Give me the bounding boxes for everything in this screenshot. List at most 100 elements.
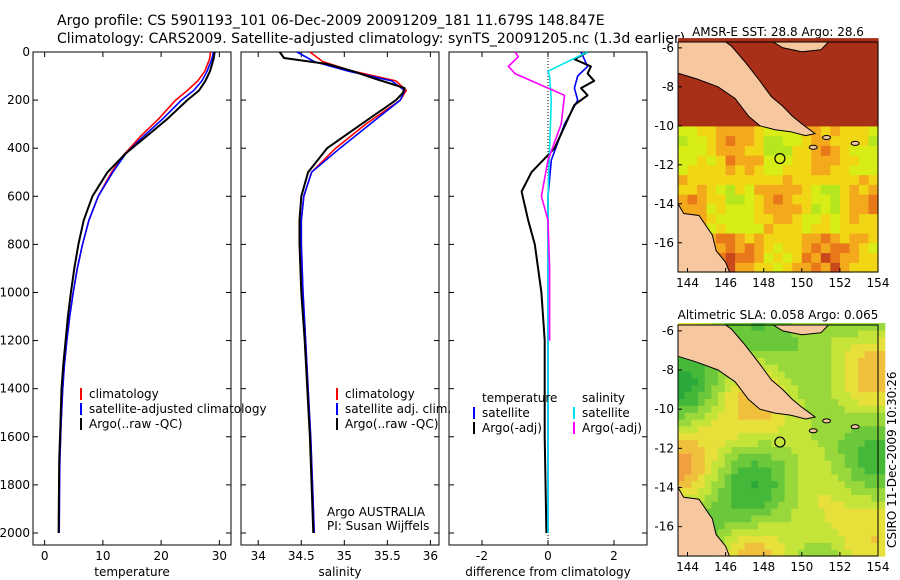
map-cell [824,460,832,468]
map-cell [691,453,699,461]
map-cell [791,439,799,447]
map-cell [839,135,851,146]
map-cell [831,384,839,393]
map-cell [724,398,732,406]
map-cell [724,405,732,413]
map-cell [864,446,872,454]
map-cell [764,494,772,502]
map-cell [758,425,766,434]
map-cell [824,473,832,482]
map-cell [830,116,841,127]
map-cell [687,174,698,185]
map-cell [864,398,872,406]
map-cell [744,405,752,413]
map-cell [864,460,872,468]
map-cell [864,364,872,372]
map-cell [839,155,851,166]
map-cell [691,391,699,400]
legend-label: Argo(-adj) [582,421,642,435]
map-cell [792,223,803,234]
map-cell [798,508,806,516]
map-cell [778,432,786,441]
map-cell [687,155,698,166]
map-cell [811,494,819,502]
map-cell [824,343,832,352]
map-cell [804,535,812,543]
map-cell [804,364,812,372]
map-cell [697,125,708,137]
map-cell [763,262,774,273]
map-cell [878,350,886,358]
map-cell [818,501,826,509]
map-cell [764,364,772,372]
map-cell [711,514,719,523]
map-cell [771,542,779,550]
map-cell [744,336,752,345]
map-cell [868,203,879,215]
map-cell [824,535,832,543]
map-cell [691,460,699,468]
map-cell [735,116,746,127]
map-cell [798,343,806,352]
map-cell [830,47,841,59]
map-cell [751,487,759,495]
map-cell [868,233,879,244]
map-cell [791,473,799,482]
map-cell [782,194,793,205]
map-cell [711,412,719,420]
island [808,144,818,150]
map-cell [878,446,886,454]
map-cell [851,425,859,434]
map-cell [868,77,879,88]
map-y-tick-label: -16 [654,236,674,250]
map-cell [698,453,706,461]
map-cell [764,418,772,427]
map-cell [811,184,822,195]
map-cell [811,213,822,224]
map-cell [731,453,739,461]
map-cell [678,391,686,400]
legend-label: Argo(..raw -QC) [345,417,438,431]
map-cell [849,145,860,156]
map-cell [751,460,759,468]
map-cell [820,125,831,137]
map-cell [744,155,755,166]
map-cell [811,125,822,137]
map-cell [738,535,746,543]
map-cell [830,155,841,166]
map-cell [811,377,819,386]
map-cell [764,473,772,482]
map-cell [704,466,712,475]
map-cell [716,106,727,117]
map-cell [782,164,793,176]
map-cell [868,252,879,263]
map-cell [818,377,826,386]
map-cell [738,549,746,557]
map-cell [818,480,826,489]
map-cell [758,501,766,509]
map-cell [744,453,752,461]
map-cell [820,106,831,117]
map-cell [718,412,726,420]
map-cell [725,174,736,185]
map-cell [763,86,774,98]
map-cell [718,425,726,434]
map-cell [782,174,793,185]
map-cell [791,357,799,365]
map-cell [811,487,819,495]
map-cell [744,508,752,516]
map-cell [706,145,717,156]
map-cell [838,425,846,434]
map-cell [824,357,832,365]
map-cell [718,528,726,537]
map-cell [801,106,812,117]
map-x-tick-label: 150 [790,276,813,290]
map-cell [738,487,746,495]
map-cell [725,203,736,215]
map-cell [684,425,692,434]
map-cell [791,377,799,386]
map-cell [798,494,806,502]
map-cell [697,145,708,156]
map-cell [704,501,712,509]
map-cell [811,535,819,543]
